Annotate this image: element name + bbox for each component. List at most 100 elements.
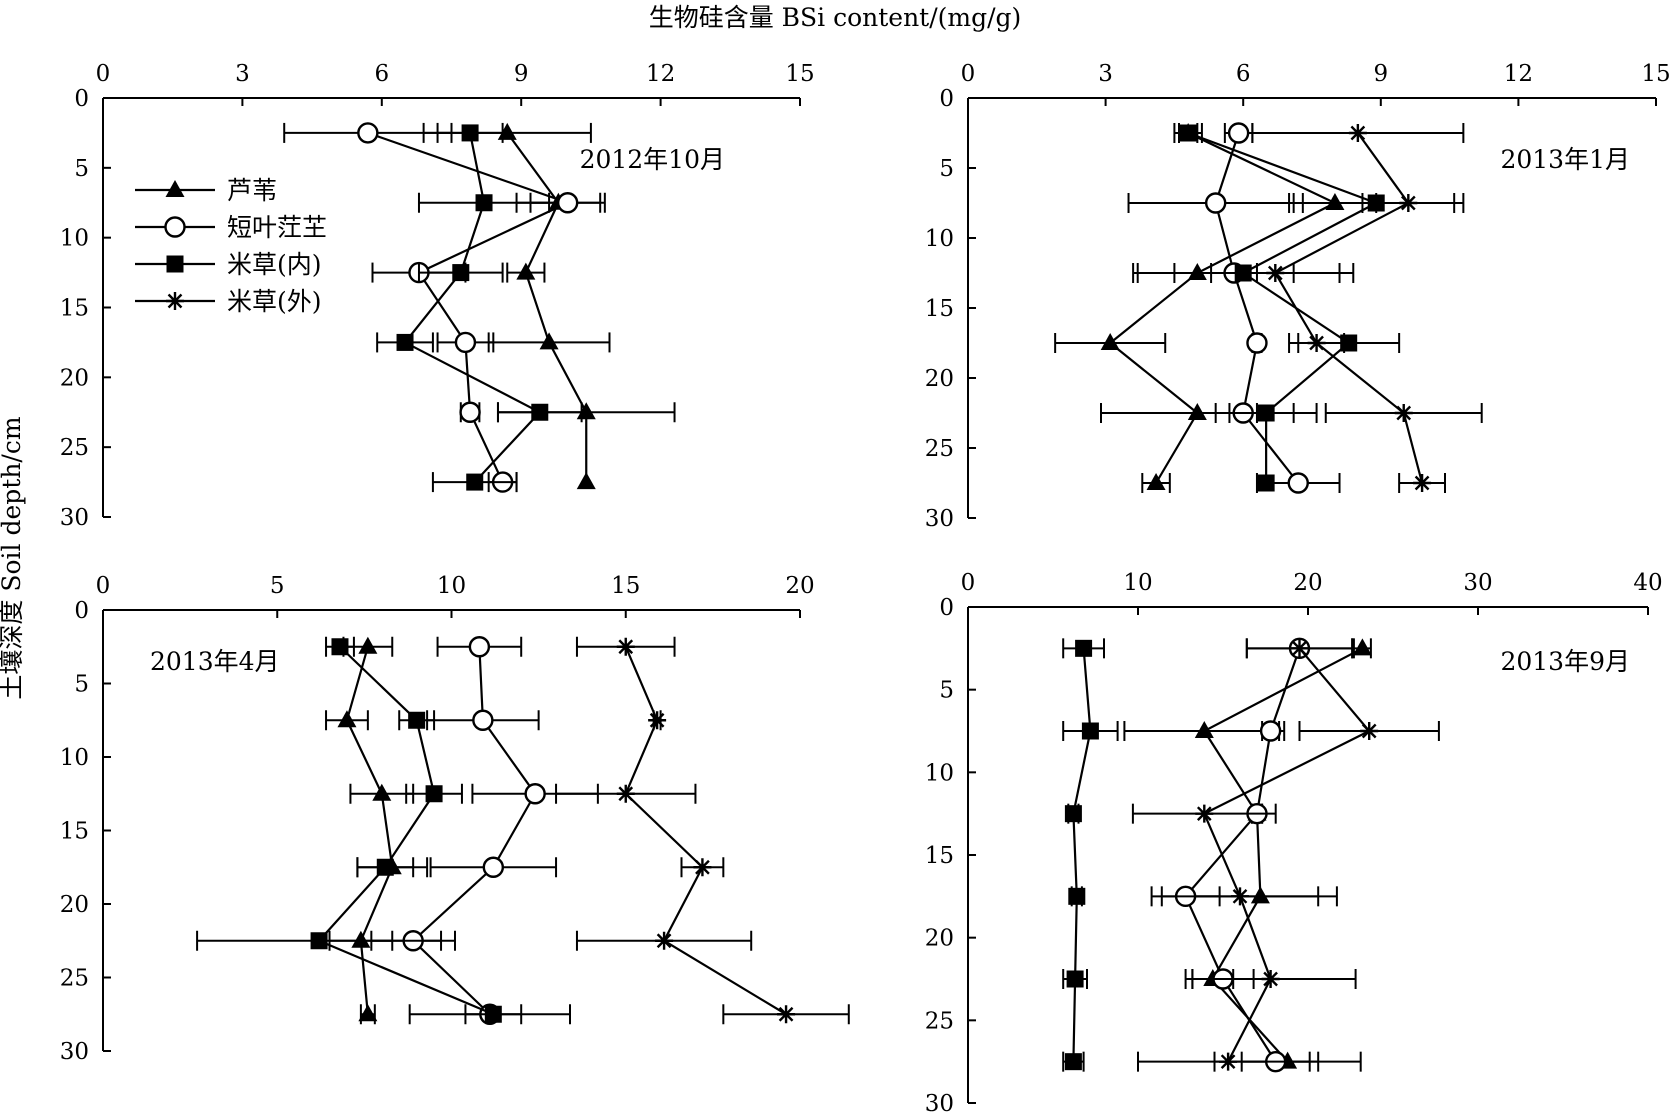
data-point bbox=[648, 711, 667, 730]
y-tick-label: 30 bbox=[925, 506, 954, 532]
series-line bbox=[411, 646, 537, 1016]
legend-label: 短叶茳芏 bbox=[227, 213, 327, 242]
data-point bbox=[454, 331, 477, 354]
y-tick-label: 5 bbox=[74, 672, 89, 698]
chart-panel-bottom-left: 0 5 10 15 20 0 5 10 15 20 25 30 2013年4月 bbox=[60, 573, 850, 1065]
y-tick-label: 30 bbox=[60, 1039, 89, 1065]
series-square bbox=[196, 636, 523, 1025]
x-tick-label: 12 bbox=[646, 61, 675, 87]
panel-date-label: 2012年10月 bbox=[580, 145, 725, 174]
series-line bbox=[1214, 132, 1300, 484]
data-point bbox=[1287, 472, 1309, 494]
y-tick-label: 10 bbox=[60, 745, 89, 771]
x-tick-label: 0 bbox=[96, 61, 111, 87]
y-tick-label: 30 bbox=[925, 1091, 954, 1116]
data-point bbox=[1231, 887, 1249, 906]
data-point bbox=[1246, 332, 1268, 354]
x-tick-label: 10 bbox=[1123, 570, 1152, 596]
x-tick-label: 6 bbox=[374, 61, 389, 87]
series-line bbox=[1072, 648, 1092, 1062]
y-tick-label: 25 bbox=[60, 966, 89, 992]
data-point bbox=[1266, 264, 1285, 282]
y-tick-label: 20 bbox=[60, 892, 89, 918]
series-star bbox=[1210, 123, 1483, 493]
data-point bbox=[475, 194, 493, 212]
x-tick-label: 15 bbox=[785, 61, 814, 87]
y-tick-label: 20 bbox=[60, 365, 89, 391]
data-point bbox=[1250, 886, 1270, 904]
data-point bbox=[531, 403, 549, 421]
data-point bbox=[331, 638, 349, 656]
chart-panel-bottom-right: 0 10 20 30 40 0 5 10 15 20 25 30 2013年9月 bbox=[925, 570, 1663, 1117]
x-tick-label: 0 bbox=[961, 61, 976, 87]
y-tick-label: 25 bbox=[925, 436, 954, 462]
series-line bbox=[624, 646, 787, 1016]
data-point bbox=[358, 636, 378, 654]
data-point bbox=[337, 710, 357, 728]
x-tick-label: 5 bbox=[270, 573, 285, 599]
data-point bbox=[1081, 722, 1099, 740]
data-point bbox=[539, 332, 559, 350]
data-point bbox=[1100, 333, 1120, 350]
data-point bbox=[1413, 474, 1432, 492]
legend-marker bbox=[165, 180, 185, 197]
x-tick-label: 15 bbox=[611, 573, 640, 599]
y-tick-label: 5 bbox=[939, 156, 954, 182]
x-tick-label: 30 bbox=[1463, 570, 1492, 596]
data-point bbox=[1307, 334, 1326, 352]
y-tick-label: 15 bbox=[925, 843, 954, 869]
y-tick-label: 5 bbox=[74, 156, 89, 182]
y-tick-label: 15 bbox=[60, 296, 89, 322]
panel-date-label: 2013年4月 bbox=[150, 647, 280, 676]
y-tick-label: 20 bbox=[925, 366, 954, 392]
x-tick-label: 3 bbox=[1098, 61, 1113, 87]
series-triangle bbox=[422, 122, 676, 490]
x-tick-label: 0 bbox=[961, 570, 976, 596]
data-point bbox=[425, 785, 443, 803]
series-star bbox=[1131, 638, 1440, 1072]
series-square bbox=[376, 122, 583, 493]
y-axis-title: 土壤深度 Soil depth/cm bbox=[0, 416, 26, 699]
data-point bbox=[516, 262, 536, 280]
series-line bbox=[1273, 132, 1424, 484]
data-point bbox=[396, 333, 414, 351]
data-point bbox=[408, 711, 426, 729]
data-point bbox=[482, 856, 505, 878]
y-tick-label: 0 bbox=[939, 86, 954, 112]
y-tick-label: 0 bbox=[74, 86, 89, 112]
data-point bbox=[1064, 1053, 1082, 1071]
data-point bbox=[1195, 804, 1214, 823]
data-point bbox=[1219, 1052, 1238, 1071]
data-point bbox=[357, 122, 379, 144]
data-point bbox=[351, 930, 371, 948]
series-circle bbox=[370, 636, 599, 1025]
legend-label: 芦苇 bbox=[227, 176, 277, 205]
series-line bbox=[1202, 647, 1363, 1063]
data-point bbox=[1290, 639, 1309, 658]
data-point bbox=[461, 124, 479, 142]
data-point bbox=[484, 1005, 502, 1023]
data-point bbox=[1068, 887, 1086, 905]
y-tick-label: 15 bbox=[60, 819, 89, 845]
y-tick-label: 25 bbox=[925, 1008, 954, 1034]
data-point bbox=[1261, 970, 1280, 988]
data-point bbox=[1348, 124, 1367, 142]
data-point bbox=[1187, 263, 1207, 280]
data-point bbox=[1194, 721, 1214, 738]
x-tick-label: 0 bbox=[96, 573, 111, 599]
legend-marker bbox=[164, 216, 186, 238]
y-tick-label: 25 bbox=[60, 435, 89, 461]
data-point bbox=[1064, 805, 1082, 823]
x-tick-label: 20 bbox=[785, 573, 814, 599]
series-circle bbox=[283, 122, 606, 493]
series-triangle bbox=[1054, 123, 1378, 493]
data-point bbox=[1187, 403, 1207, 420]
data-point bbox=[1179, 124, 1197, 142]
series-line bbox=[1187, 131, 1379, 483]
x-tick-label: 20 bbox=[1293, 570, 1322, 596]
x-tick-label: 40 bbox=[1633, 570, 1662, 596]
data-point bbox=[1204, 192, 1227, 214]
y-tick-label: 20 bbox=[925, 926, 954, 952]
data-point bbox=[1146, 473, 1166, 490]
